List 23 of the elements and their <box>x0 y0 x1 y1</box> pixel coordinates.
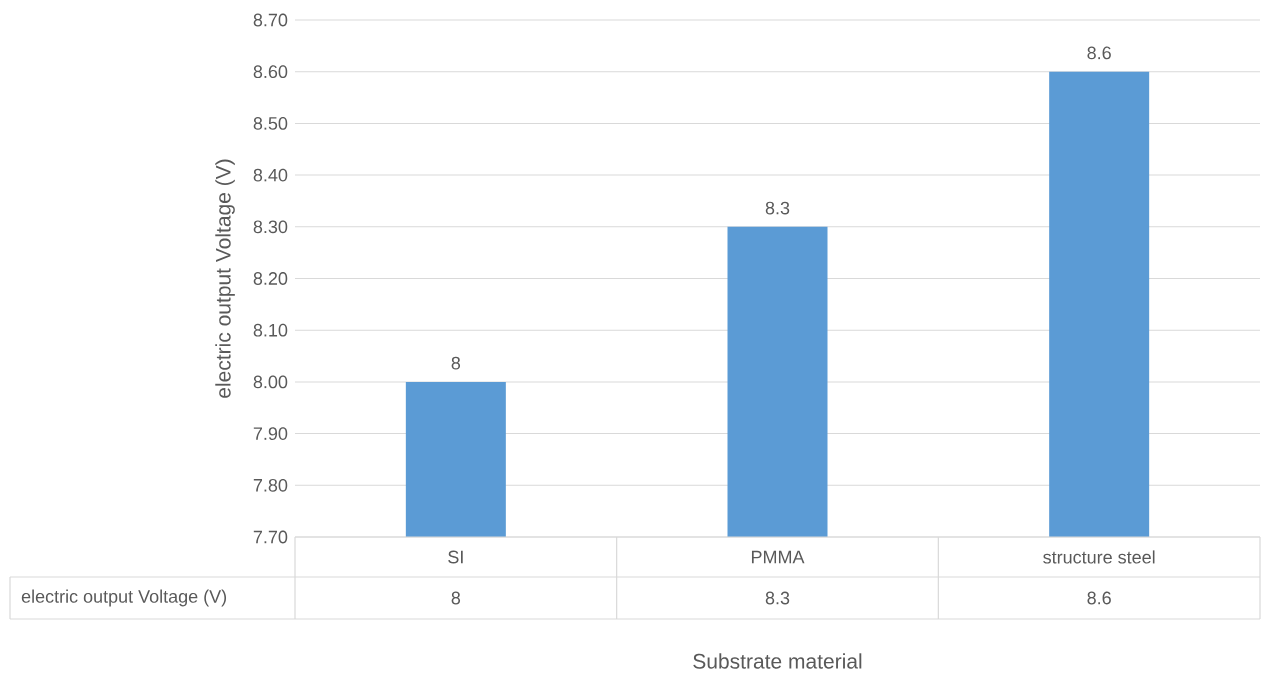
data-label: 8 <box>451 591 461 605</box>
text: 8 <box>451 356 461 370</box>
text: electric output Voltage (V) <box>21 589 227 607</box>
data-label: 8.3 <box>765 591 790 605</box>
text: 8.6 <box>1087 46 1111 60</box>
y-tick-label: 8.30 <box>253 220 288 234</box>
y-tick-label: 8.70 <box>253 13 288 27</box>
x-tick-label: structure steel <box>1043 550 1155 564</box>
y-axis-title: electric output Voltage (V) <box>215 159 235 398</box>
y-tick-label: 8.10 <box>253 323 288 337</box>
y-tick-label: 8.20 <box>253 272 288 285</box>
x-axis-title: Substrate material <box>693 653 862 669</box>
y-tick-label: 8.60 <box>253 65 288 79</box>
x-tick-label: PMMA <box>751 550 805 564</box>
y-tick-label: 7.70 <box>253 530 288 544</box>
y-tick-label: 8.00 <box>253 375 288 389</box>
x-tick-label: SI <box>448 550 463 564</box>
y-tick-label: 7.90 <box>253 427 288 440</box>
y-tick-label: 8.50 <box>253 117 288 130</box>
y-tick-label: 8.40 <box>253 168 288 182</box>
y-tick-label: 7.80 <box>253 478 288 492</box>
text: 8.3 <box>765 201 790 215</box>
data-label: 8.6 <box>1087 591 1111 605</box>
